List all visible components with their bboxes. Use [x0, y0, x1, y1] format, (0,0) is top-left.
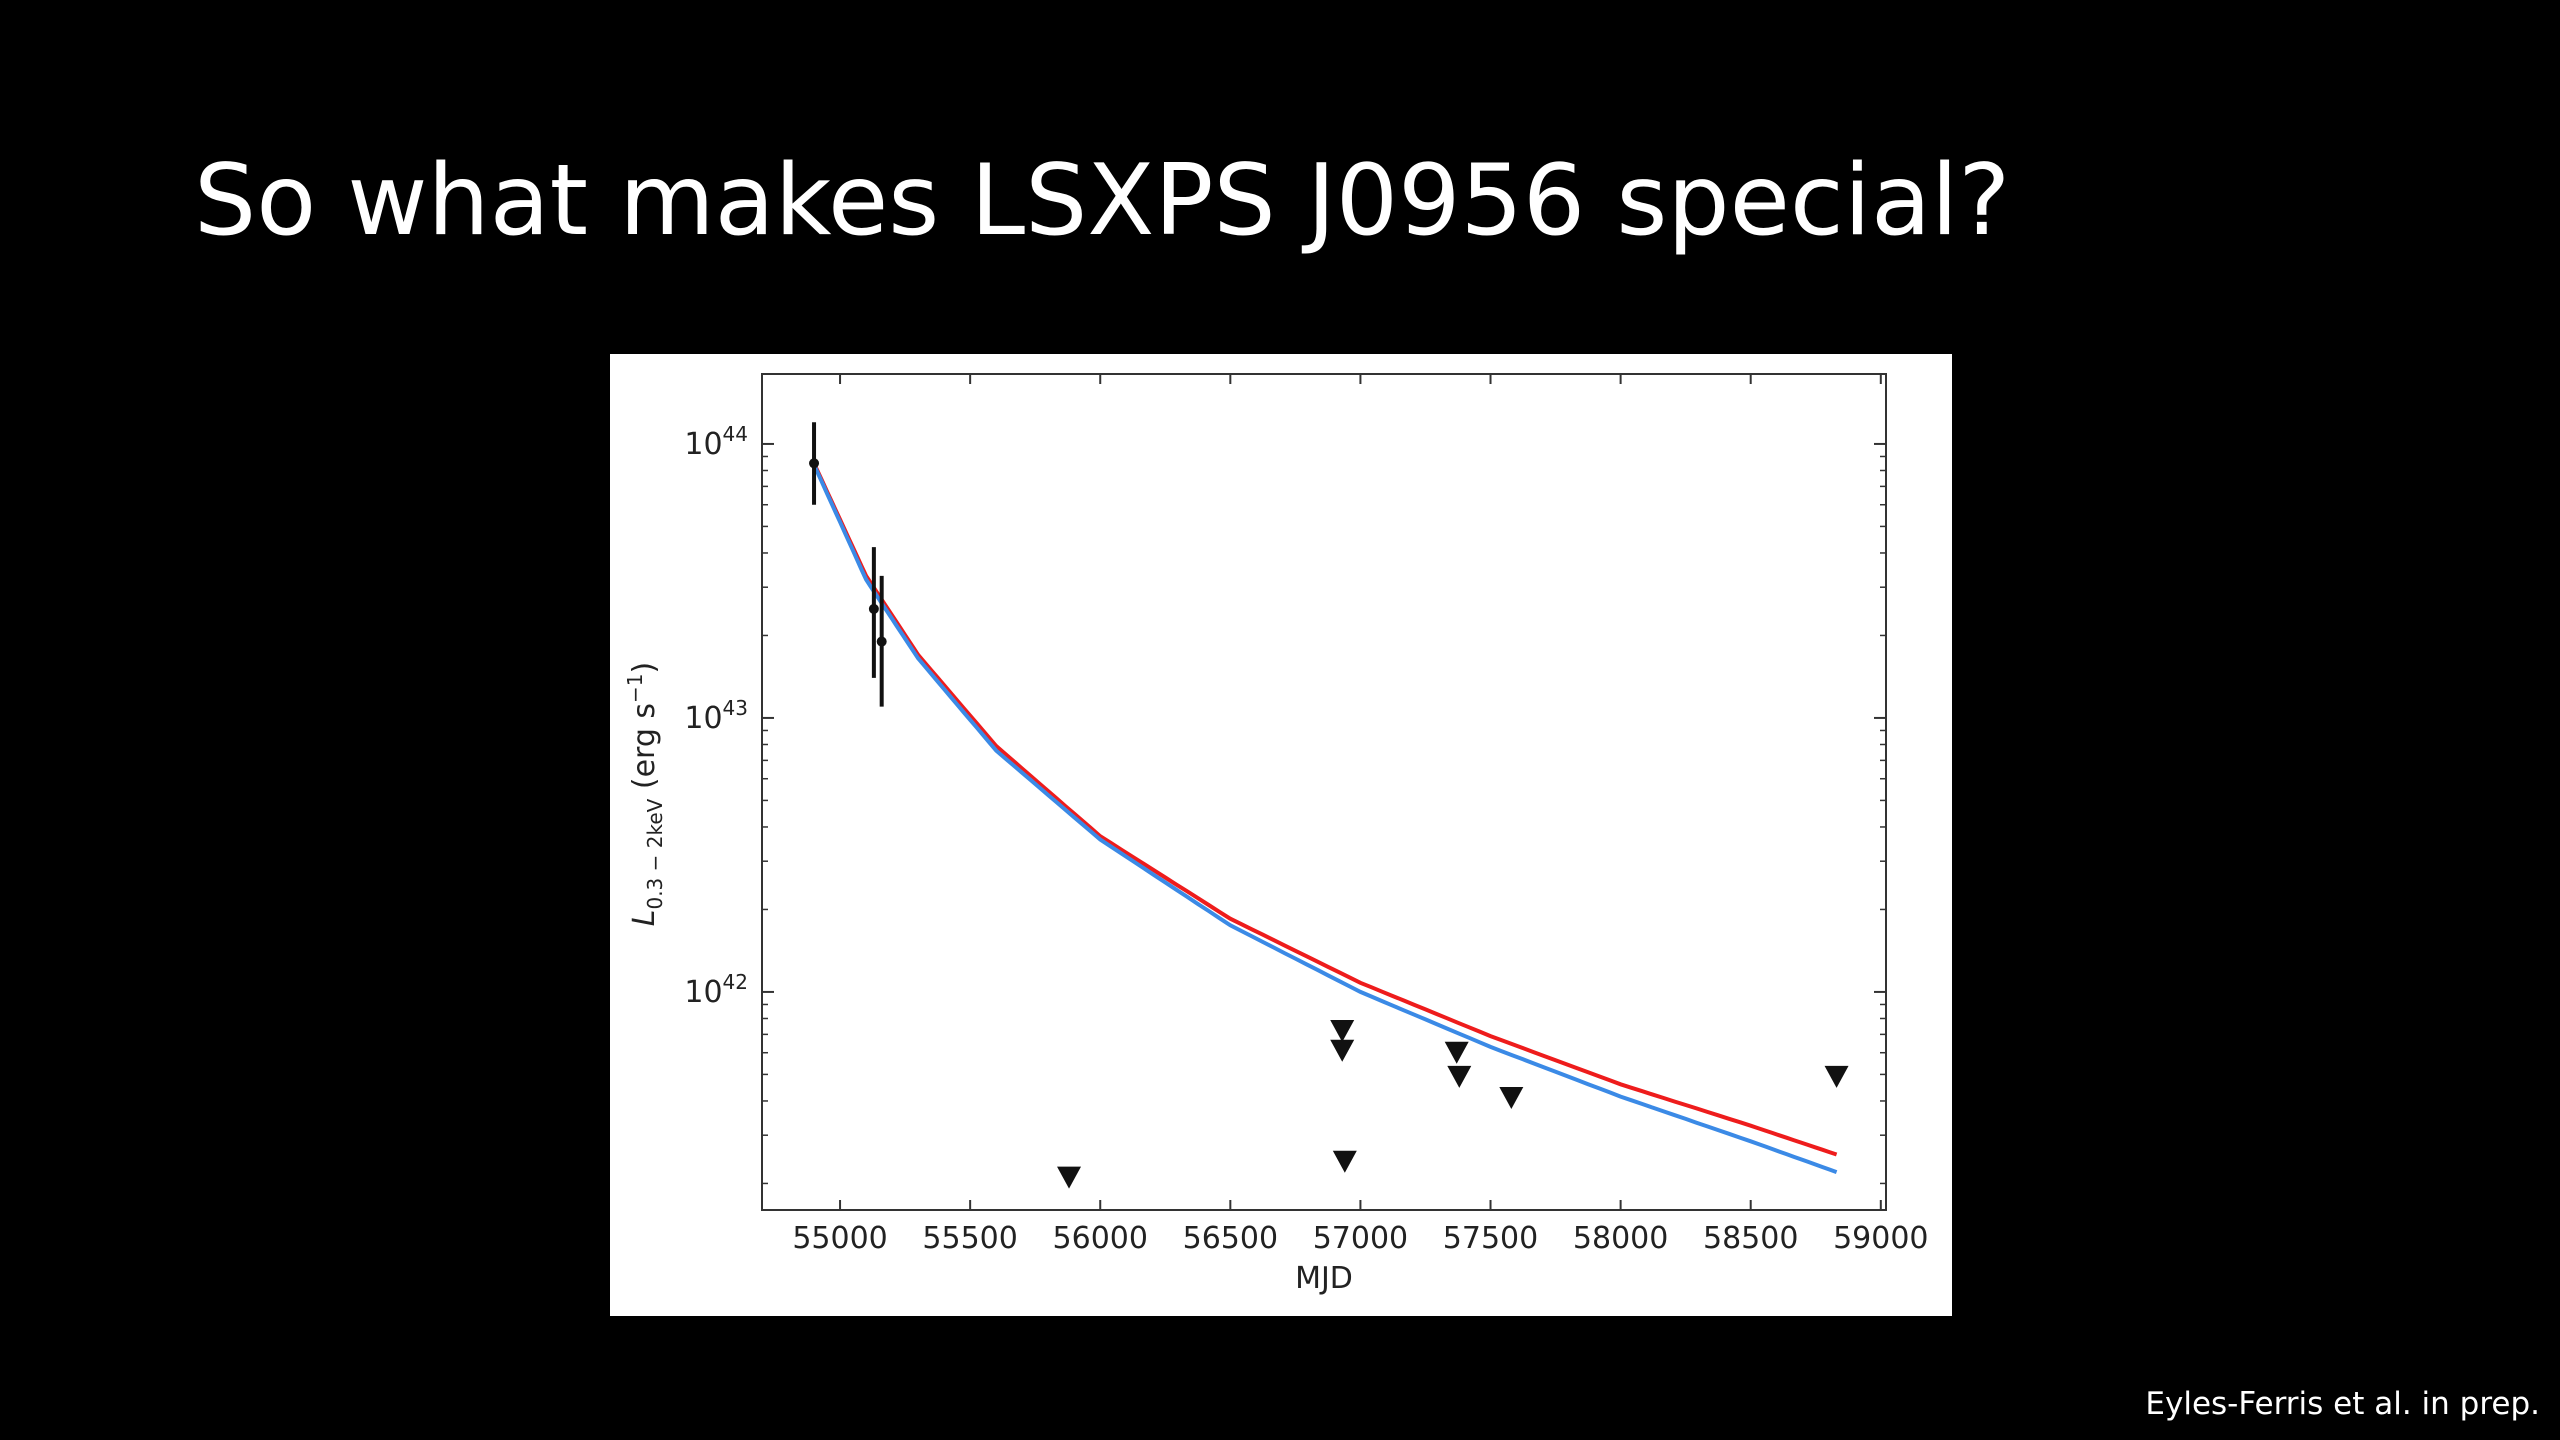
citation-credit: Eyles-Ferris et al. in prep. [2145, 1386, 2540, 1422]
upper-limit-marker [1330, 1020, 1355, 1043]
x-tick-label: 59000 [1833, 1221, 1928, 1256]
chart-panel: 55000 55500 56000 56500 57000 57500 58000 58500… [610, 354, 1952, 1316]
detection-marker [876, 636, 887, 647]
data-points [809, 422, 1849, 1189]
detection-point [809, 422, 820, 505]
slide-title: So what makes LSXPS J0956 special? [194, 144, 2011, 258]
y-axis-label-subscript: 0.3 − 2keV [643, 798, 667, 909]
chart-background [610, 354, 1952, 1316]
x-tick-label: 57500 [1443, 1221, 1538, 1256]
y-axis-label-unit-exponent: −1 [623, 673, 647, 702]
chart-axes: 55000 55500 56000 56500 57000 57500 58000 58500… [684, 373, 1929, 1256]
upper-limit-marker [1824, 1065, 1849, 1088]
y-axis-label-unit-close: ) [627, 662, 662, 674]
x-tick-label: 55500 [922, 1221, 1017, 1256]
x-tick-label: 58500 [1703, 1221, 1798, 1256]
x-tick-label: 56500 [1183, 1221, 1278, 1256]
x-tick-label: 55000 [792, 1221, 887, 1256]
y-tick-label: 1042 [684, 970, 748, 1010]
upper-limit-marker [1330, 1039, 1355, 1062]
model-curves [812, 462, 1838, 1174]
upper-limit-marker [1447, 1065, 1472, 1088]
y-tick-label: 1044 [684, 422, 748, 462]
y-axis-label: L0.3 − 2keV (erg s−1) [623, 662, 667, 927]
detection-marker [868, 603, 879, 614]
y-axis-label-symbol: L [627, 910, 662, 927]
x-tick-label: 57000 [1313, 1221, 1408, 1256]
x-tick-label: 56000 [1053, 1221, 1148, 1256]
y-tick-label: 1043 [684, 696, 748, 736]
upper-limit-marker [1057, 1166, 1082, 1189]
x-tick-label: 58000 [1573, 1221, 1668, 1256]
detection-marker [809, 458, 820, 469]
upper-limit-marker [1332, 1150, 1357, 1173]
plot-frame [761, 373, 1887, 1211]
model-curve-blue [812, 463, 1838, 1174]
luminosity-chart: 55000 55500 56000 56500 57000 57500 58000 58500… [610, 354, 1952, 1316]
detection-point [876, 575, 887, 707]
y-axis-label-unit: (erg s [627, 703, 662, 799]
detection-point [868, 547, 879, 678]
x-axis-label: MJD [1295, 1261, 1353, 1296]
upper-limit-marker [1444, 1041, 1469, 1064]
upper-limit-marker [1499, 1087, 1524, 1110]
